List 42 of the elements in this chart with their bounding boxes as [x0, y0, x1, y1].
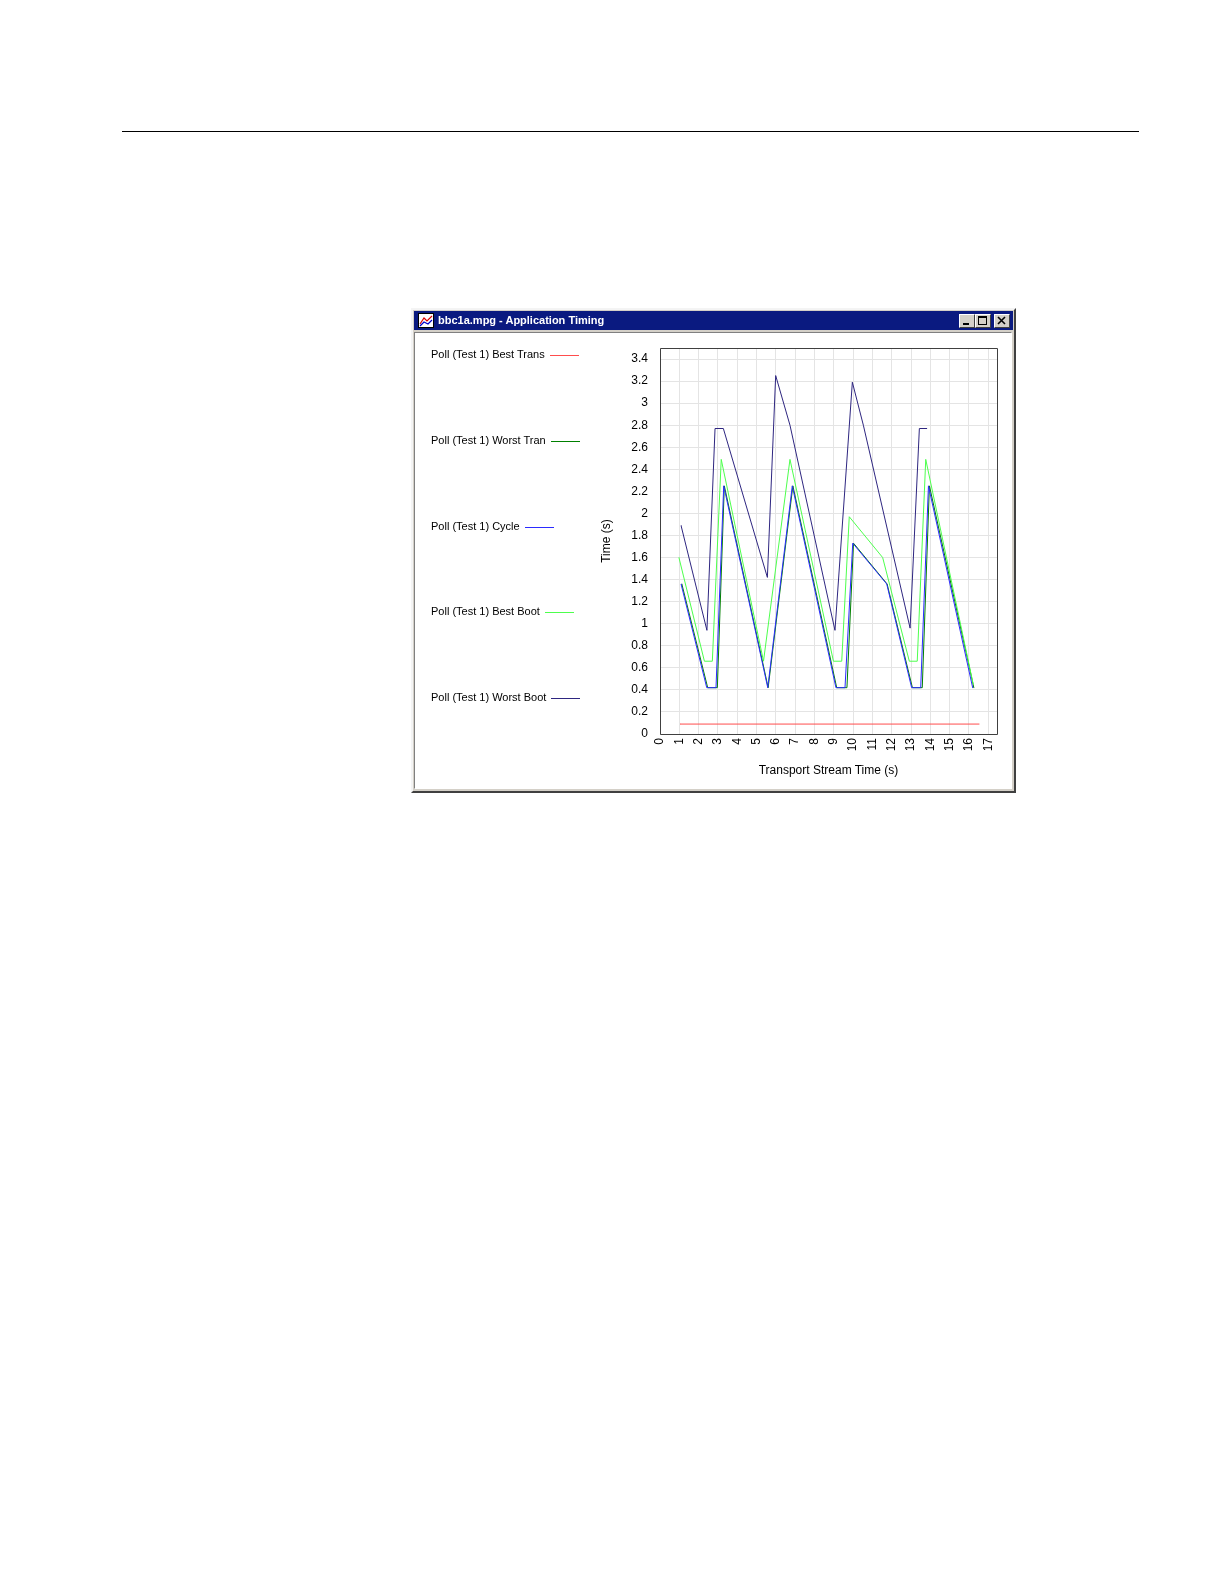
y-tick-label: 3 — [641, 395, 649, 410]
legend-label: Poll (Test 1) Worst Tran — [431, 434, 546, 447]
y-tick-label: 1.8 — [631, 527, 649, 542]
x-tick-label: 17 — [980, 737, 995, 752]
y-tick-label: 1.4 — [631, 571, 649, 586]
x-tick-label: 9 — [826, 737, 841, 745]
x-tick-label: 6 — [768, 737, 783, 745]
x-tick-label: 10 — [845, 737, 860, 752]
y-axis-title: Time (s) — [598, 519, 613, 563]
x-tick-label: 14 — [922, 737, 937, 752]
legend-label: Poll (Test 1) Best Trans — [431, 348, 546, 361]
x-tick-label: 4 — [729, 737, 744, 745]
x-tick-label: 15 — [942, 737, 956, 752]
y-tick-label: 0.8 — [631, 638, 649, 653]
x-tick-label: 1 — [671, 737, 686, 745]
y-tick-label: 1.6 — [631, 549, 649, 564]
legend-label: Poll (Test 1) Best Boot — [431, 605, 540, 618]
text: bbc1a.mpg - Application Timing — [438, 314, 605, 326]
x-tick-label: 16 — [961, 737, 976, 752]
y-tick-label: 1.2 — [631, 593, 649, 608]
y-tick-label: 0.4 — [631, 682, 649, 697]
x-tick-label: 0 — [652, 737, 667, 745]
x-tick-label: 11 — [864, 737, 879, 751]
y-tick-label: 2.6 — [631, 439, 649, 454]
y-tick-label: 2 — [641, 505, 649, 520]
y-tick-label: 2.4 — [631, 461, 649, 476]
y-tick-label: 1 — [641, 616, 649, 631]
y-tick-label: 3.2 — [631, 373, 649, 388]
y-tick-label: 0.2 — [631, 704, 649, 719]
x-tick-label: 8 — [806, 737, 821, 745]
y-tick-label: 0.6 — [631, 660, 649, 675]
x-tick-label: 7 — [787, 737, 802, 745]
legend-label: Poll (Test 1) Worst Boot — [431, 691, 547, 704]
x-axis-title: Transport Stream Time (s) — [758, 763, 899, 778]
x-tick-label: 12 — [884, 737, 899, 752]
y-tick-label: 2.8 — [631, 417, 649, 432]
x-tick-label: 2 — [690, 737, 705, 745]
legend-label: Poll (Test 1) Cycle — [431, 520, 520, 533]
x-tick-label: 13 — [903, 737, 918, 752]
y-tick-label: 2.2 — [631, 483, 649, 498]
x-tick-label: 3 — [710, 737, 725, 745]
x-tick-label: 5 — [748, 737, 763, 745]
